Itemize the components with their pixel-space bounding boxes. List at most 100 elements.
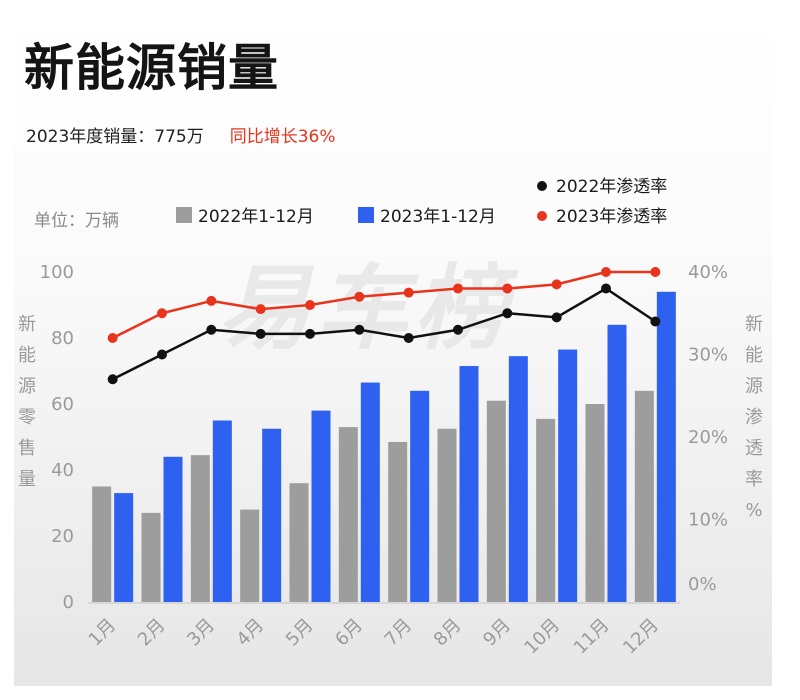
x-tick-label: 2月	[134, 615, 170, 651]
point-2022-penetration	[305, 328, 315, 339]
legend-label-2022-penetration: 2022年渗透率	[556, 177, 667, 197]
x-tick-label: 3月	[183, 615, 219, 651]
page-title: 新能源销量	[24, 39, 279, 97]
annual-sales-value: 775万	[154, 127, 204, 147]
legend-marker-2022-penetration	[537, 181, 547, 191]
y-left-tick-label: 60	[51, 394, 74, 415]
legend-label-2022-sales: 2022年1-12月	[198, 207, 314, 227]
y-right-tick-label: 0%	[688, 574, 717, 595]
y-left-axis-title: 源	[18, 376, 36, 397]
lines	[107, 267, 661, 385]
y-left-tick-label: 20	[51, 526, 74, 547]
bar-2022	[289, 483, 309, 602]
point-2022-penetration	[601, 283, 611, 294]
point-2022-penetration	[403, 333, 414, 343]
bar-2022	[92, 486, 112, 602]
unit-label: 单位：万辆	[34, 211, 119, 231]
bar-2022	[634, 390, 654, 602]
legend-marker-2023-penetration	[537, 211, 547, 221]
y-right-tick-label: 10%	[688, 510, 728, 531]
point-2022-penetration	[107, 374, 118, 385]
bar-2022	[338, 427, 358, 602]
y-right-axis-title: 透	[745, 438, 763, 459]
bar-2023	[607, 324, 627, 602]
point-2022-penetration	[157, 349, 167, 360]
bar-2022	[240, 509, 260, 602]
x-tick-label: 10月	[520, 615, 564, 659]
x-tick-label: 1月	[85, 615, 121, 651]
bar-2022	[486, 400, 506, 602]
x-tick-label: 11月	[570, 615, 614, 659]
y-right-tick-label: 40%	[688, 262, 728, 283]
point-2023-penetration	[453, 283, 463, 294]
legend-marker-2023-sales	[358, 207, 374, 223]
legend-label-2023-sales: 2023年1-12月	[380, 207, 496, 227]
point-2022-penetration	[650, 316, 661, 327]
point-2023-penetration	[354, 291, 365, 302]
bar-2022	[141, 512, 161, 602]
point-2023-penetration	[206, 295, 217, 306]
y-right-tick-label: 20%	[688, 427, 728, 448]
bar-2023	[262, 428, 282, 602]
point-2023-penetration	[107, 333, 118, 343]
y-left-tick-label: 40	[51, 460, 74, 481]
point-2023-penetration	[502, 283, 513, 294]
bar-2023	[360, 382, 380, 602]
point-2023-penetration	[601, 267, 611, 277]
bar-2023	[114, 493, 134, 602]
bar-2022	[437, 428, 457, 602]
bar-2023	[410, 390, 430, 602]
y-left-axis-title: 量	[18, 469, 36, 490]
y-left-axis-title: 能	[18, 345, 36, 366]
bar-2023	[508, 356, 528, 602]
legend-label-2023-penetration: 2023年渗透率	[556, 207, 667, 227]
y-left-axis-title: 售	[18, 438, 36, 459]
y-right-tick-label: 30%	[688, 345, 728, 366]
bar-2023	[212, 420, 232, 602]
point-2022-penetration	[453, 324, 463, 335]
y-right-axis-title: 源	[745, 376, 763, 397]
x-tick-label: 12月	[619, 615, 663, 659]
bar-2022	[536, 418, 556, 602]
x-tick-label: 9月	[479, 615, 515, 651]
x-tick-label: 7月	[381, 615, 417, 651]
annual-summary: 2023年度销量：775万 同比增长36%	[26, 122, 336, 147]
x-tick-label: 8月	[430, 615, 466, 651]
point-2023-penetration	[403, 287, 414, 298]
point-2023-penetration	[650, 267, 661, 277]
y-left-tick-label: 0	[63, 592, 74, 613]
y-right-axis-title: 新	[745, 314, 763, 335]
bar-2022	[190, 455, 210, 602]
point-2023-penetration	[157, 308, 167, 319]
y-left-axis-title: 零	[18, 407, 36, 428]
point-2022-penetration	[354, 324, 365, 335]
legend: 2022年渗透率 2022年1-12月 2023年1-12月 2023年渗透率	[176, 177, 667, 227]
point-2023-penetration	[255, 304, 266, 315]
bar-2022	[388, 441, 408, 602]
point-2023-penetration	[551, 279, 562, 290]
y-right-axis-title: 渗	[745, 407, 763, 428]
bar-2023	[459, 366, 479, 602]
annual-sales-label: 2023年度销量：	[26, 127, 155, 147]
point-2023-penetration	[305, 300, 315, 310]
x-tick-label: 5月	[282, 615, 318, 651]
legend-marker-2022-sales	[176, 207, 192, 223]
line-2023-penetration	[112, 270, 656, 340]
point-2022-penetration	[255, 328, 266, 339]
y-right-axis-title: 能	[745, 345, 763, 366]
x-tick-label: 6月	[331, 615, 367, 651]
y-right-axis-title: 率	[745, 469, 763, 490]
bar-2022	[585, 404, 605, 602]
bar-2023	[558, 349, 578, 602]
y-left-tick-label: 80	[51, 328, 74, 349]
point-2022-penetration	[551, 312, 562, 323]
point-2022-penetration	[502, 308, 513, 319]
y-left-tick-label: 100	[40, 262, 74, 283]
bar-2023	[311, 410, 331, 602]
line-2022-penetration	[112, 287, 657, 381]
bar-2023	[656, 291, 676, 602]
point-2022-penetration	[206, 324, 217, 335]
bar-2023	[163, 456, 183, 602]
yoy-growth: 同比增长36%	[229, 127, 336, 147]
